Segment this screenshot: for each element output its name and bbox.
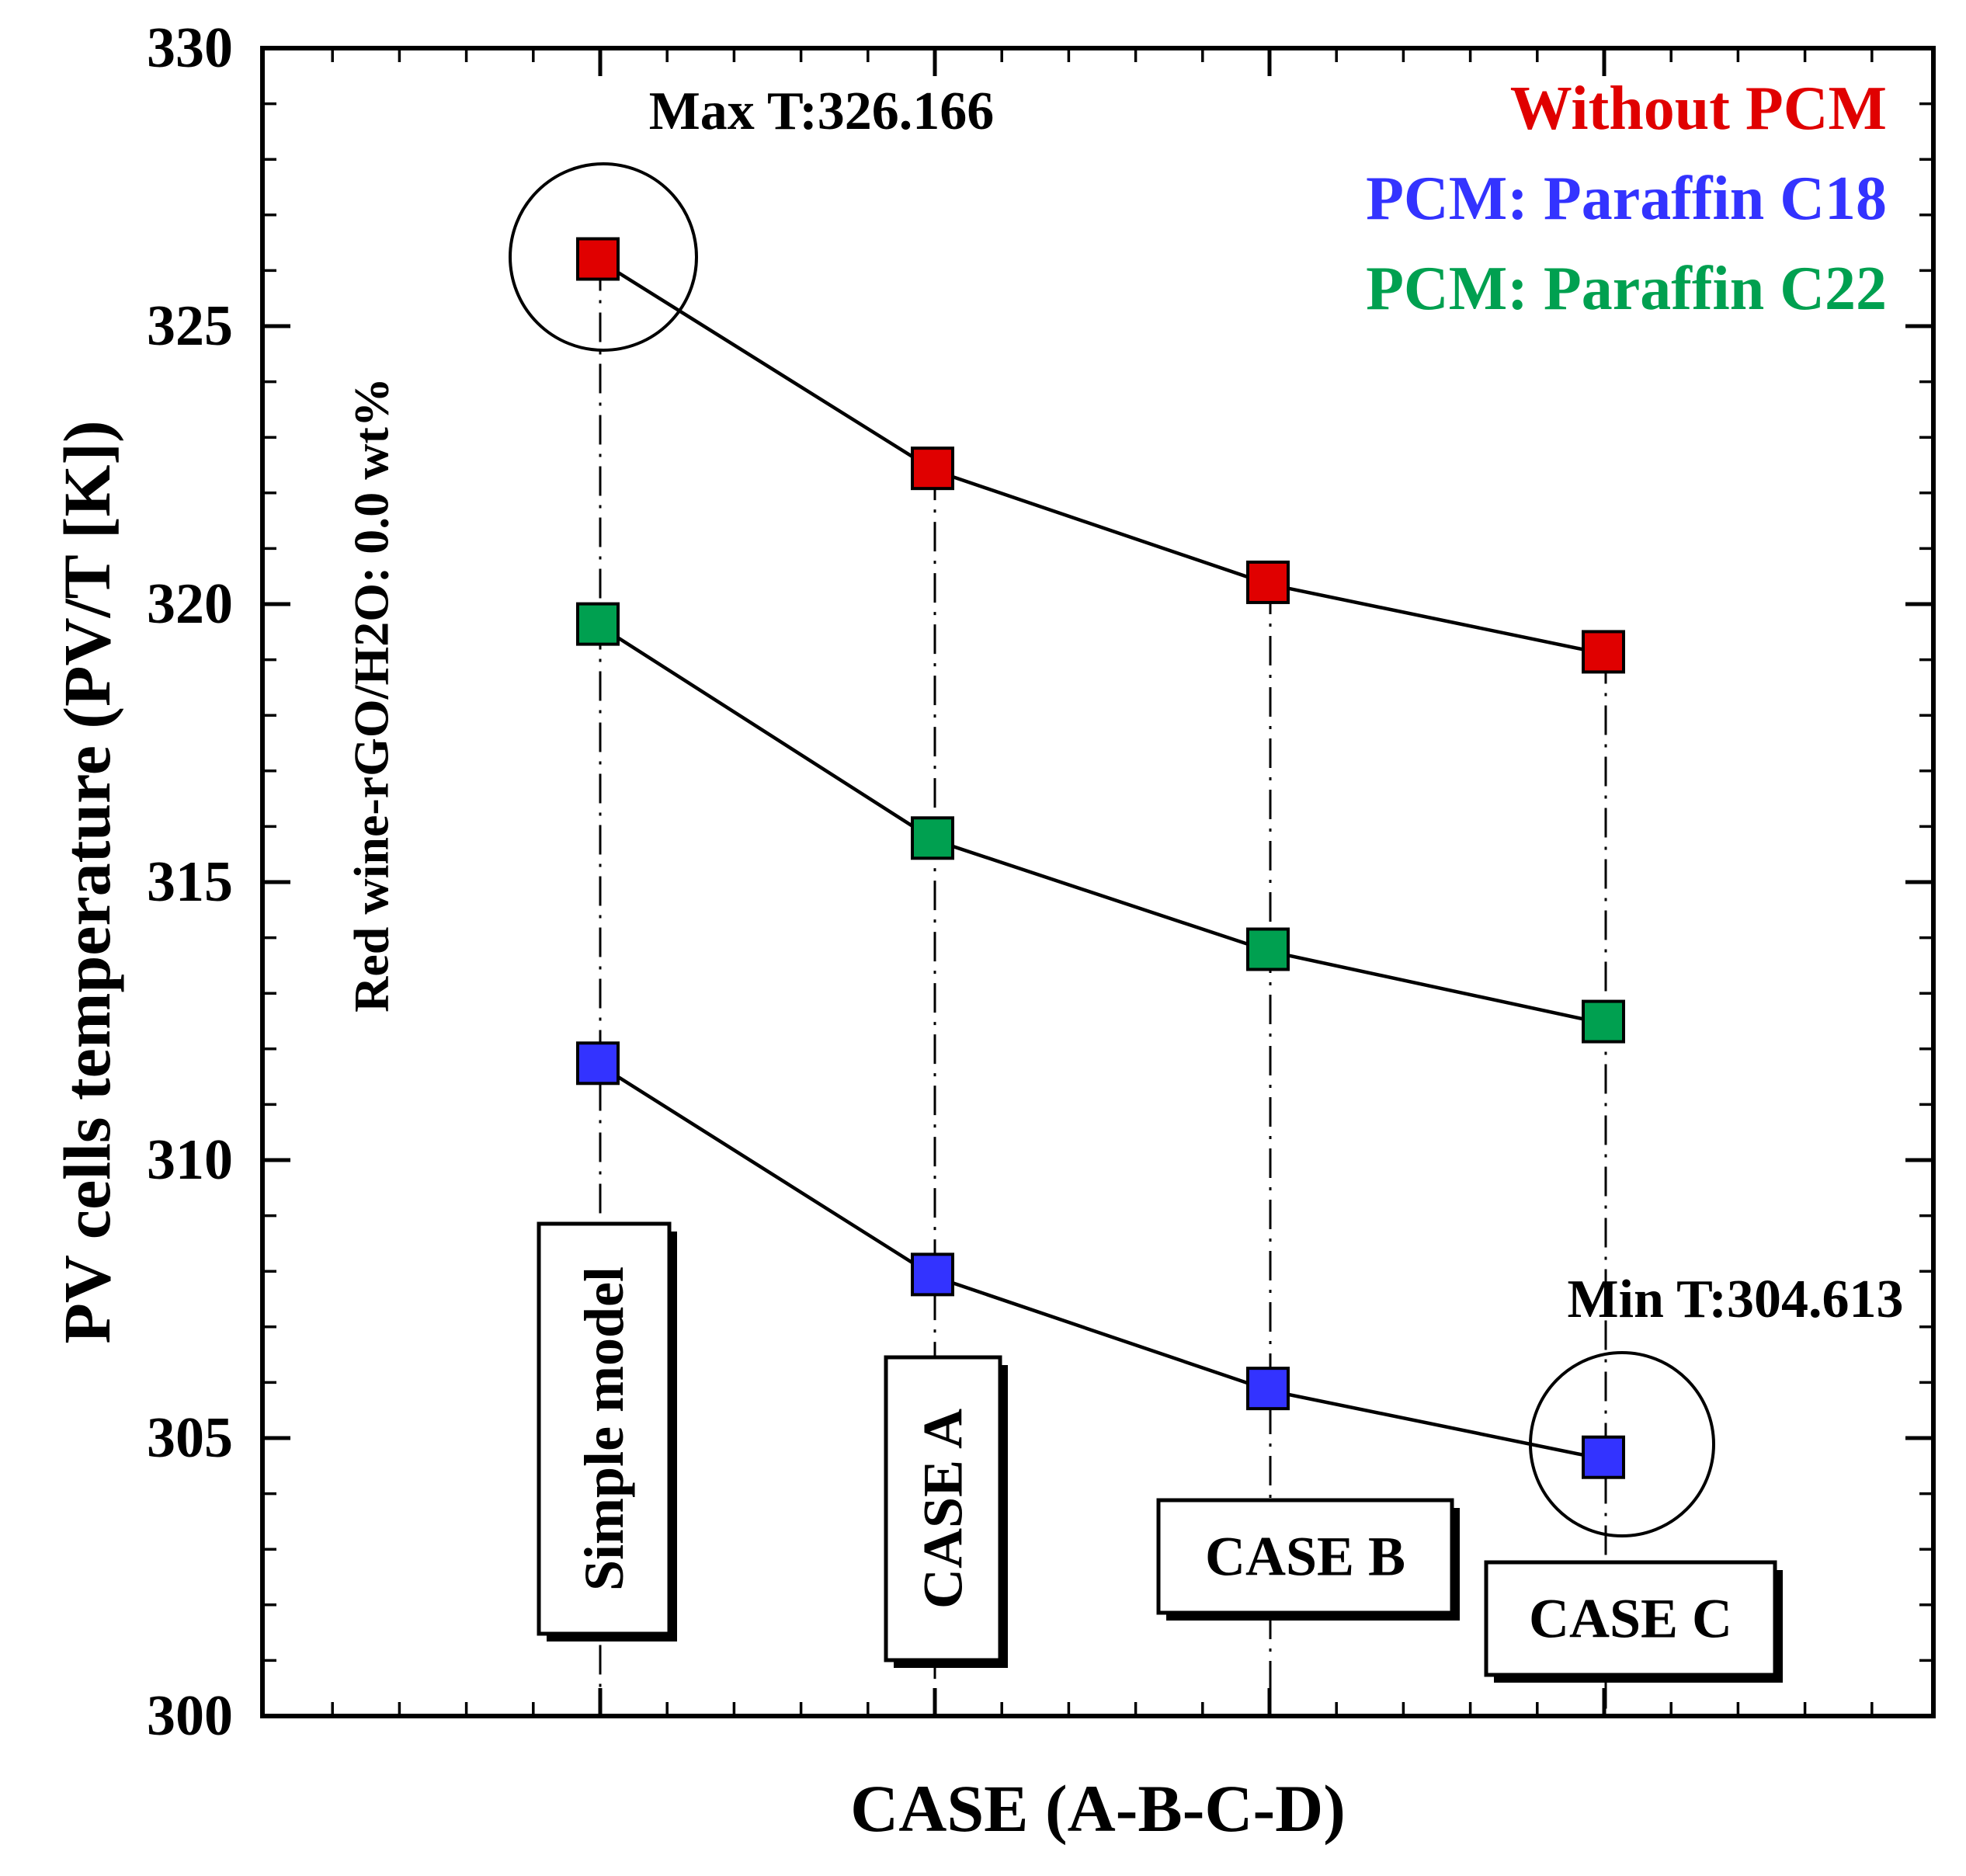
marker-1-3 [1246,560,1290,604]
category-label-case-c: CASE C [1529,1588,1732,1650]
marker-2-4 [1582,1435,1625,1479]
y-tick-label: 300 [147,1684,233,1748]
series-line-2 [599,1064,1606,1461]
y-tick-label: 310 [147,1128,233,1192]
marker-3-4 [1582,999,1625,1044]
series-line-3 [599,624,1606,1026]
legend-entry-2: PCM: Paraffin C18 [1366,165,1887,233]
marker-3-1 [576,602,620,646]
legend-entry-1: Without PCM [1510,75,1887,143]
series-lines [599,259,1606,1461]
category-label-simple-model: Simple model [573,1266,635,1591]
annotations: Red wine-rGO/H2O: 0.0 wt% Max T:326.166 Mi… [344,82,1904,1683]
marker-1-1 [576,237,620,281]
min-temperature-label: Min T:304.613 [1568,1270,1904,1329]
y-tick-label: 305 [147,1406,233,1470]
y-axis-title: PV cells temperature (PV/T [K]) [50,420,124,1343]
marker-2-1 [576,1041,620,1086]
y-tick-label: 330 [147,16,233,80]
wt-percent-annotation: Red wine-rGO/H2O: 0.0 wt% [344,377,399,1013]
marker-1-2 [911,446,954,491]
marker-2-2 [911,1252,954,1297]
category-label-case-c-box [1484,1560,1777,1677]
marker-1-4 [1582,630,1625,674]
category-label-simple-model-box [537,1221,672,1636]
legend-entry-3: PCM: Paraffin C22 [1366,255,1887,323]
case-dashed-lines [599,261,1607,1716]
marker-3-3 [1246,927,1290,971]
min-highlight-circle [1529,1351,1715,1537]
max-highlight-circle [509,162,698,352]
marker-3-2 [911,816,954,860]
y-tick-label: 315 [147,850,233,914]
category-label-case-b: CASE B [1205,1526,1405,1588]
category-label-case-a: CASE A [912,1409,974,1609]
category-label-case-a-box [884,1355,1002,1662]
legend: Without PCM PCM: Paraffin C18 PCM: Paraffi… [1366,75,1887,323]
marker-2-3 [1246,1367,1290,1411]
y-tick-label: 320 [147,572,233,636]
axes: 300 305 310 315 320 325 330 CASE (A-B-C-D) PV ce… [50,16,1936,1846]
max-temperature-label: Max T:326.166 [649,82,995,141]
y-tick-label: 325 [147,294,233,358]
series-line-1 [599,259,1606,656]
series-markers [576,237,1625,1479]
category-label-case-b-box [1156,1498,1454,1615]
x-axis-title: CASE (A-B-C-D) [850,1771,1346,1846]
